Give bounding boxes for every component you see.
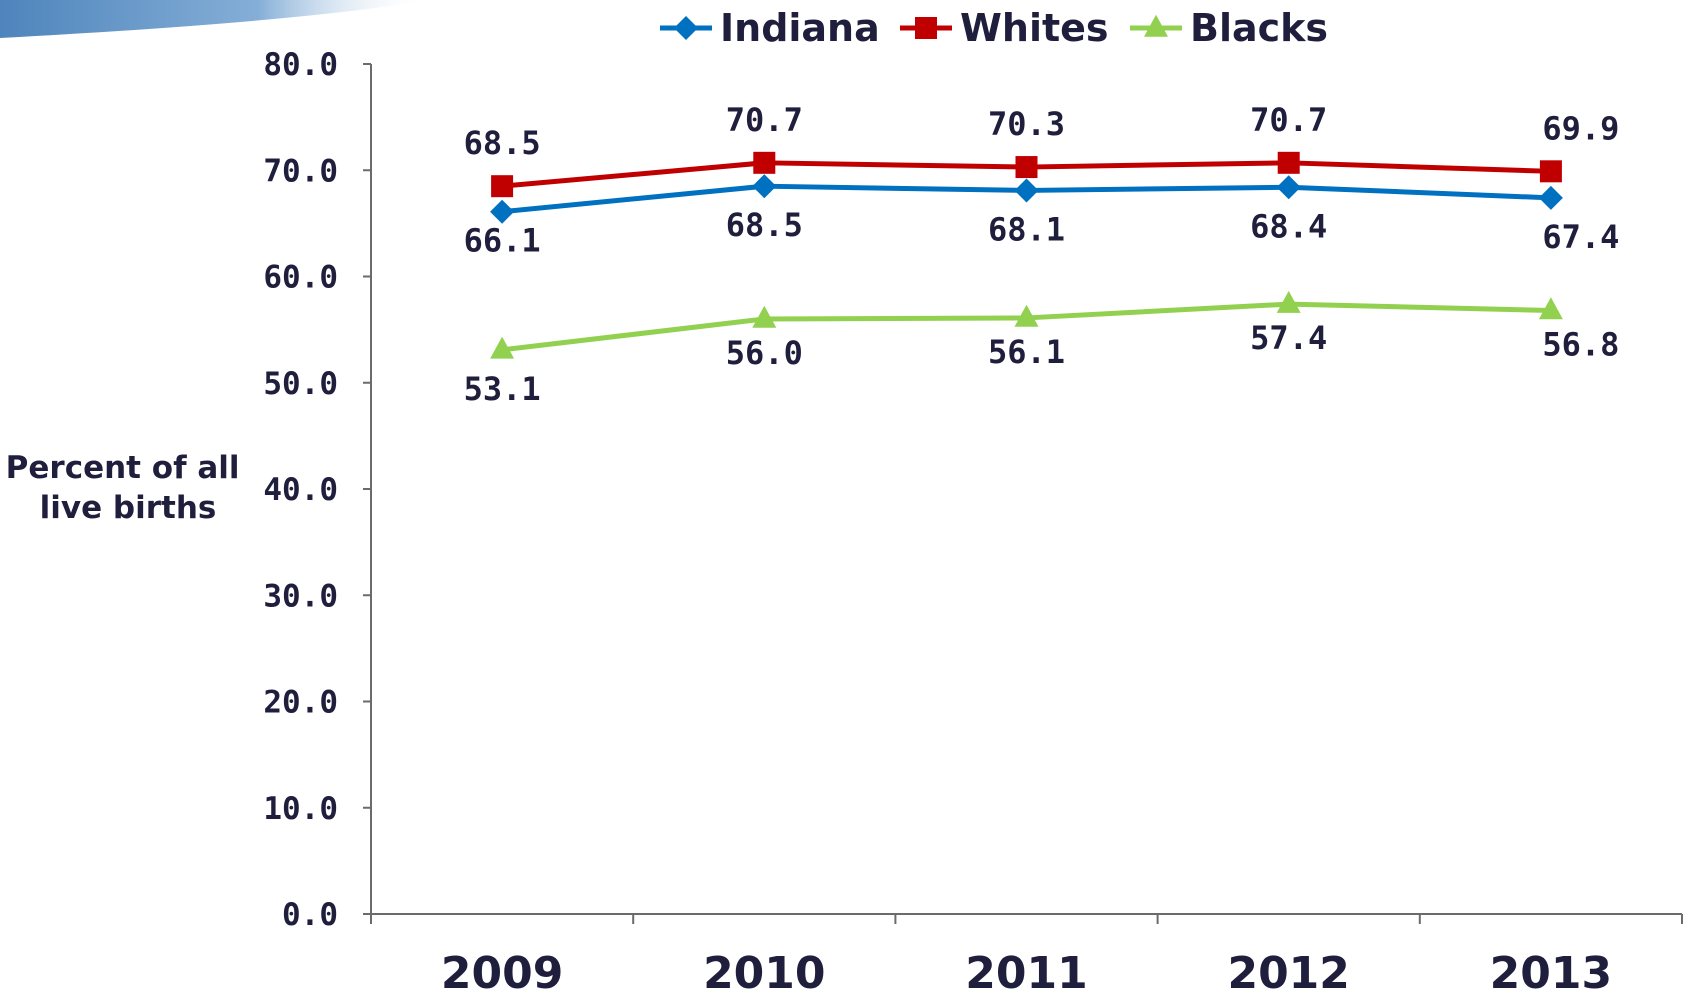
data-label-indiana: 67.4 xyxy=(1542,218,1619,256)
data-point-indiana xyxy=(1538,185,1563,210)
legend-label: Indiana xyxy=(720,6,880,50)
data-label-whites: 70.3 xyxy=(988,105,1065,143)
data-point-indiana xyxy=(1014,178,1039,203)
data-point-whites xyxy=(1277,151,1300,174)
legend-marker xyxy=(1144,14,1168,37)
legend-item-blacks: Blacks xyxy=(1130,6,1328,50)
y-tick-label: 30.0 xyxy=(263,578,338,614)
y-axis-label-line-1: Percent of all xyxy=(6,450,240,486)
legend-item-whites: Whites xyxy=(900,6,1109,50)
y-tick-label: 80.0 xyxy=(263,47,338,83)
plot-area: 0.0 10.0 20.0 30.0 40.0 50.0 60.0 70.0 80.0 2009 2… xyxy=(263,47,1683,993)
decorative-header-swoosh xyxy=(0,0,430,38)
y-tick-label: 10.0 xyxy=(263,791,338,827)
y-axis-label-line-2: live births xyxy=(40,490,217,526)
x-tick-label: 2011 xyxy=(965,948,1087,993)
data-point-whites xyxy=(1539,160,1562,183)
data-label-blacks: 56.1 xyxy=(988,333,1065,371)
data-point-blacks xyxy=(1014,304,1039,327)
data-point-blacks xyxy=(490,336,515,359)
data-point-blacks xyxy=(1538,297,1563,320)
data-point-whites xyxy=(1015,156,1038,179)
data-point-whites xyxy=(753,151,776,174)
y-tick-label: 0.0 xyxy=(282,897,338,933)
data-label-blacks: 56.0 xyxy=(726,334,803,372)
data-point-indiana xyxy=(1276,175,1301,200)
legend: Indiana Whites Blacks xyxy=(660,6,1328,50)
data-label-blacks: 56.8 xyxy=(1542,326,1619,364)
legend-item-indiana: Indiana xyxy=(660,6,880,50)
data-point-blacks xyxy=(1276,290,1301,313)
legend-label: Whites xyxy=(960,6,1109,50)
x-tick-label: 2013 xyxy=(1490,948,1612,993)
y-tick-label: 50.0 xyxy=(263,366,338,402)
y-tick-label: 20.0 xyxy=(263,685,338,721)
data-label-whites: 68.5 xyxy=(464,124,541,162)
data-label-indiana: 68.5 xyxy=(726,206,803,244)
data-point-indiana xyxy=(752,174,777,199)
y-tick-label: 40.0 xyxy=(263,472,338,508)
legend-label: Blacks xyxy=(1190,6,1328,50)
data-label-indiana: 66.1 xyxy=(464,222,541,260)
y-tick-label: 70.0 xyxy=(263,153,338,189)
x-tick-label: 2012 xyxy=(1227,948,1349,993)
data-label-indiana: 68.1 xyxy=(988,210,1065,248)
data-label-whites: 70.7 xyxy=(1250,101,1327,139)
legend-marker xyxy=(915,17,937,39)
x-tick-label: 2009 xyxy=(441,948,563,993)
y-axis-label: Percent of all live births xyxy=(6,450,251,526)
data-point-blacks xyxy=(752,305,777,328)
data-label-blacks: 57.4 xyxy=(1250,319,1327,357)
data-label-indiana: 68.4 xyxy=(1250,207,1327,245)
data-point-whites xyxy=(491,175,514,198)
data-label-blacks: 53.1 xyxy=(464,370,541,408)
x-tick-label: 2010 xyxy=(703,948,825,993)
data-label-whites: 70.7 xyxy=(726,101,803,139)
data-point-indiana xyxy=(490,199,515,224)
data-label-whites: 69.9 xyxy=(1542,109,1619,147)
legend-marker xyxy=(674,16,698,40)
y-tick-label: 60.0 xyxy=(263,260,338,296)
